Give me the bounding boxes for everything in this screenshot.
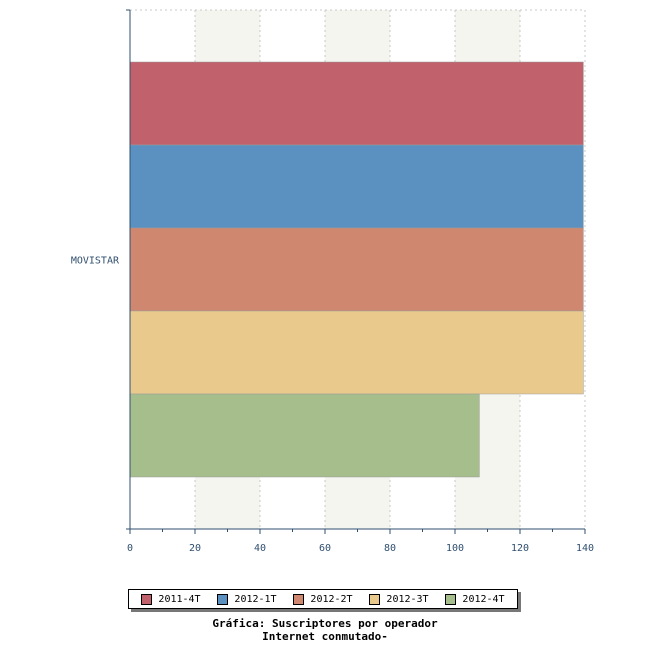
legend-item: 2011-4T bbox=[141, 593, 201, 605]
legend-swatch bbox=[217, 593, 229, 605]
legend-item: 2012-4T bbox=[445, 593, 505, 605]
x-tick-label: 60 bbox=[319, 543, 331, 554]
axes-group bbox=[126, 9, 586, 534]
chart-caption: Gráfica: Suscriptores por operador Inter… bbox=[0, 617, 650, 643]
legend: 2011-4T 2012-1T 2012-2T 2012-3T 2012-4T bbox=[128, 589, 518, 609]
x-tick-label: 20 bbox=[189, 543, 201, 554]
legend-swatch bbox=[369, 593, 381, 605]
x-tick-label: 40 bbox=[254, 543, 266, 554]
y-category-label: MOVISTAR bbox=[71, 256, 120, 267]
x-tick-label: 100 bbox=[446, 543, 464, 554]
bars-group bbox=[129, 61, 584, 478]
legend-label: 2012-1T bbox=[234, 593, 277, 605]
x-tick-label: 80 bbox=[384, 543, 396, 554]
legend-item: 2012-2T bbox=[293, 593, 353, 605]
legend-label: 2012-4T bbox=[462, 593, 505, 605]
bar-2011-4T bbox=[129, 61, 584, 146]
legend-label: 2011-4T bbox=[158, 593, 201, 605]
x-tick-label: 120 bbox=[511, 543, 529, 554]
legend-swatch bbox=[293, 593, 305, 605]
legend-label: 2012-3T bbox=[386, 593, 429, 605]
chart-title: Gráfica: Suscriptores por operador bbox=[212, 617, 438, 630]
x-tick-label: 0 bbox=[127, 543, 133, 554]
bar-2012-4T bbox=[129, 393, 480, 478]
legend-swatch bbox=[141, 593, 153, 605]
x-tick-labels: 0 20 40 60 80 100 120 140 bbox=[127, 543, 594, 554]
y-category-labels: MOVISTAR bbox=[71, 256, 120, 267]
x-tick-label: 140 bbox=[576, 543, 594, 554]
bar-2012-2T bbox=[129, 227, 584, 312]
chart-subtitle: Internet conmutado- bbox=[262, 630, 388, 643]
bar-2012-1T bbox=[129, 144, 584, 229]
legend-label: 2012-2T bbox=[310, 593, 353, 605]
legend-swatch bbox=[445, 593, 457, 605]
bar-2012-3T bbox=[129, 310, 584, 395]
legend-item: 2012-1T bbox=[217, 593, 277, 605]
legend-item: 2012-3T bbox=[369, 593, 429, 605]
